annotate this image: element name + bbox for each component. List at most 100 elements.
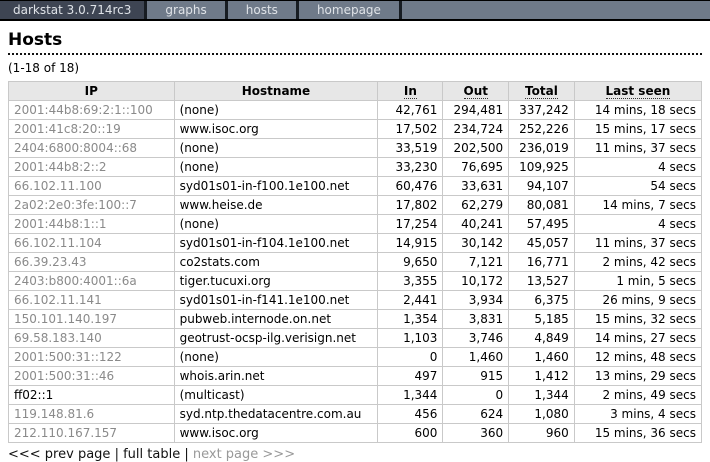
host-row: 2001:41c8:20::19 www.isoc.org 17,502 234,72… <box>8 119 703 139</box>
host-ip[interactable]: 119.148.81.6 <box>8 404 175 424</box>
host-ip[interactable]: 69.58.183.140 <box>8 328 175 348</box>
host-ip[interactable]: 150.101.140.197 <box>8 309 175 329</box>
host-total-bytes: 236,019 <box>508 138 575 158</box>
host-last-seen: 11 mins, 37 secs <box>573 233 703 253</box>
host-out-bytes: 0 <box>442 385 510 405</box>
host-in-bytes: 17,802 <box>377 195 444 215</box>
host-row: 2001:500:31::46 whois.arin.net 497 915 1,412… <box>8 366 703 386</box>
host-last-seen: 4 secs <box>573 157 703 177</box>
host-hostname: syd01s01-in-f104.1e100.net <box>173 233 379 253</box>
host-ip[interactable]: 66.102.11.141 <box>8 290 175 310</box>
host-row: 2403:b800:4001::6a tiger.tucuxi.org 3,355 1… <box>8 271 703 291</box>
col-header-total-sort[interactable]: Total <box>508 81 575 101</box>
host-out-bytes: 62,279 <box>442 195 510 215</box>
host-total-bytes: 337,242 <box>508 100 575 120</box>
host-in-bytes: 2,441 <box>377 290 444 310</box>
host-ip[interactable]: 2001:41c8:20::19 <box>8 119 175 139</box>
host-last-seen: 15 mins, 17 secs <box>573 119 703 139</box>
host-row: 2001:500:31::122 (none) 0 1,460 1,460 12 mins… <box>8 347 703 367</box>
host-total-bytes: 1,344 <box>508 385 575 405</box>
next-page-link-disabled: next page >>> <box>192 447 296 462</box>
host-hostname: syd01s01-in-f100.1e100.net <box>173 176 379 196</box>
host-hostname: tiger.tucuxi.org <box>173 271 379 291</box>
host-row: 119.148.81.6 syd.ntp.thedatacentre.com.au… <box>8 404 703 424</box>
host-ip[interactable]: 212.110.167.157 <box>8 423 175 443</box>
host-out-bytes: 360 <box>442 423 510 443</box>
host-last-seen: 14 mins, 27 secs <box>573 328 703 348</box>
host-last-seen: 15 mins, 32 secs <box>573 309 703 329</box>
host-out-bytes: 3,831 <box>442 309 510 329</box>
host-ip[interactable]: 66.102.11.100 <box>8 176 175 196</box>
host-hostname: www.isoc.org <box>173 423 379 443</box>
host-hostname: whois.arin.net <box>173 366 379 386</box>
host-ip[interactable]: 2001:500:31::46 <box>8 366 175 386</box>
host-total-bytes: 109,925 <box>508 157 575 177</box>
page-title: Hosts <box>8 30 63 50</box>
host-out-bytes: 624 <box>442 404 510 424</box>
host-row: 66.102.11.141 syd01s01-in-f141.1e100.net 2… <box>8 290 703 310</box>
host-last-seen: 3 mins, 4 secs <box>573 404 703 424</box>
host-in-bytes: 9,650 <box>377 252 444 272</box>
host-last-seen: 1 min, 5 secs <box>573 271 703 291</box>
col-header-ip: IP <box>8 81 175 101</box>
full-table-link[interactable]: full table <box>123 447 181 462</box>
host-out-bytes: 294,481 <box>442 100 510 120</box>
host-total-bytes: 1,412 <box>508 366 575 386</box>
host-total-bytes: 16,771 <box>508 252 575 272</box>
host-row: 66.39.23.43 co2stats.com 9,650 7,121 16,771 2… <box>8 252 703 272</box>
col-header-hostname: Hostname <box>173 81 379 101</box>
host-hostname: (none) <box>173 347 379 367</box>
host-in-bytes: 33,519 <box>377 138 444 158</box>
page-content: Hosts (1-18 of 18) IP Hostname In Out To… <box>0 30 710 462</box>
host-hostname: www.heise.de <box>173 195 379 215</box>
host-row: 2001:44b8:69:2:1::100 (none) 42,761 294,481… <box>8 100 703 120</box>
host-total-bytes: 960 <box>508 423 575 443</box>
pagination: <<< prev page | full table | next page >… <box>8 447 702 462</box>
host-ip[interactable]: 2001:500:31::122 <box>8 347 175 367</box>
host-ip: ff02::1 <box>8 385 175 405</box>
host-out-bytes: 234,724 <box>442 119 510 139</box>
host-ip[interactable]: 2403:b800:4001::6a <box>8 271 175 291</box>
host-in-bytes: 456 <box>377 404 444 424</box>
host-out-bytes: 202,500 <box>442 138 510 158</box>
host-hostname: co2stats.com <box>173 252 379 272</box>
host-in-bytes: 60,476 <box>377 176 444 196</box>
host-out-bytes: 30,142 <box>442 233 510 253</box>
table-header-row: IP Hostname In Out Total Last seen <box>8 81 703 101</box>
host-ip[interactable]: 2a02:2e0:3fe:100::7 <box>8 195 175 215</box>
app-brand: darkstat 3.0.714rc3 <box>0 1 148 19</box>
host-total-bytes: 94,107 <box>508 176 575 196</box>
host-row: 2001:44b8:2::2 (none) 33,230 76,695 109,925 4… <box>8 157 703 177</box>
host-in-bytes: 1,354 <box>377 309 444 329</box>
col-header-lastseen-sort[interactable]: Last seen <box>573 81 703 101</box>
host-ip[interactable]: 2404:6800:8004::68 <box>8 138 175 158</box>
host-in-bytes: 33,230 <box>377 157 444 177</box>
host-ip[interactable]: 2001:44b8:1::1 <box>8 214 175 234</box>
host-ip[interactable]: 2001:44b8:69:2:1::100 <box>8 100 175 120</box>
host-total-bytes: 45,057 <box>508 233 575 253</box>
col-header-in-sort[interactable]: In <box>377 81 444 101</box>
host-total-bytes: 1,460 <box>508 347 575 367</box>
host-hostname: (none) <box>173 138 379 158</box>
tab-hosts[interactable]: hosts <box>228 1 299 19</box>
col-header-out-sort[interactable]: Out <box>442 81 510 101</box>
hosts-table-body: 2001:44b8:69:2:1::100 (none) 42,761 294,481… <box>8 100 703 443</box>
tab-homepage[interactable]: homepage <box>299 1 402 19</box>
host-ip[interactable]: 66.102.11.104 <box>8 233 175 253</box>
host-hostname: (none) <box>173 157 379 177</box>
host-total-bytes: 57,495 <box>508 214 575 234</box>
host-ip[interactable]: 2001:44b8:2::2 <box>8 157 175 177</box>
host-row: 66.102.11.100 syd01s01-in-f100.1e100.net 6… <box>8 176 703 196</box>
host-row: 212.110.167.157 www.isoc.org 600 360 960 15 m… <box>8 423 703 443</box>
title-dotted-rule <box>8 50 702 55</box>
prev-page-link[interactable]: <<< prev page <box>8 447 111 462</box>
host-last-seen: 13 mins, 29 secs <box>573 366 703 386</box>
tab-graphs[interactable]: graphs <box>147 1 228 19</box>
host-ip[interactable]: 66.39.23.43 <box>8 252 175 272</box>
host-in-bytes: 1,103 <box>377 328 444 348</box>
host-in-bytes: 0 <box>377 347 444 367</box>
host-out-bytes: 7,121 <box>442 252 510 272</box>
host-in-bytes: 600 <box>377 423 444 443</box>
host-in-bytes: 497 <box>377 366 444 386</box>
host-in-bytes: 17,502 <box>377 119 444 139</box>
